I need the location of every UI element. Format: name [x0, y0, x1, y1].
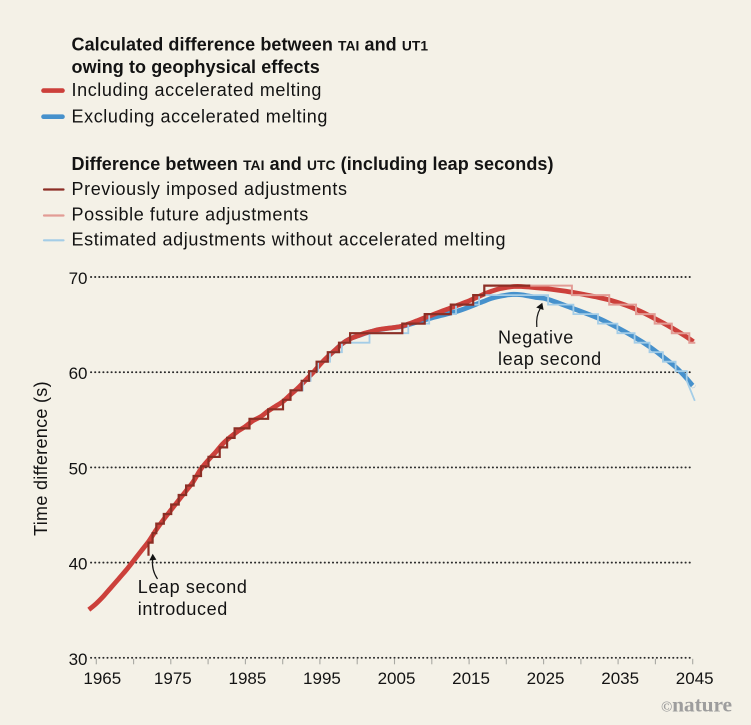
- svg-text:1965: 1965: [83, 669, 121, 688]
- svg-text:Calculated difference between: Calculated difference between TAI and UT…: [72, 35, 429, 55]
- svg-text:2015: 2015: [452, 669, 490, 688]
- svg-text:Including accelerated melting: Including accelerated melting: [72, 80, 323, 100]
- svg-text:40: 40: [69, 555, 88, 574]
- svg-text:Estimated adjustments without: Estimated adjustments without accelerate…: [72, 229, 507, 249]
- svg-text:50: 50: [69, 459, 88, 478]
- svg-text:©nature: ©nature: [661, 693, 732, 717]
- svg-text:1995: 1995: [303, 669, 341, 688]
- svg-text:2045: 2045: [676, 669, 714, 688]
- svg-text:Difference between TAI and UTC: Difference between TAI and UTC (includin…: [72, 154, 554, 174]
- svg-text:1985: 1985: [228, 669, 266, 688]
- svg-text:Excluding accelerated melting: Excluding accelerated melting: [72, 107, 329, 127]
- svg-text:1975: 1975: [154, 669, 192, 688]
- svg-text:owing to geophysical effects: owing to geophysical effects: [72, 57, 320, 77]
- svg-text:Possible future adjustments: Possible future adjustments: [72, 204, 309, 224]
- svg-text:Leap second: Leap second: [138, 577, 248, 597]
- svg-text:2035: 2035: [601, 669, 639, 688]
- svg-text:2025: 2025: [527, 669, 565, 688]
- svg-text:60: 60: [69, 364, 88, 383]
- svg-text:2005: 2005: [378, 669, 416, 688]
- svg-text:leap second: leap second: [498, 349, 602, 369]
- svg-text:Time difference (s): Time difference (s): [31, 381, 51, 536]
- svg-text:Previously imposed adjustments: Previously imposed adjustments: [72, 179, 348, 199]
- svg-text:70: 70: [69, 269, 88, 288]
- svg-text:Negative: Negative: [498, 328, 574, 348]
- svg-text:30: 30: [69, 650, 88, 669]
- svg-text:introduced: introduced: [138, 599, 228, 619]
